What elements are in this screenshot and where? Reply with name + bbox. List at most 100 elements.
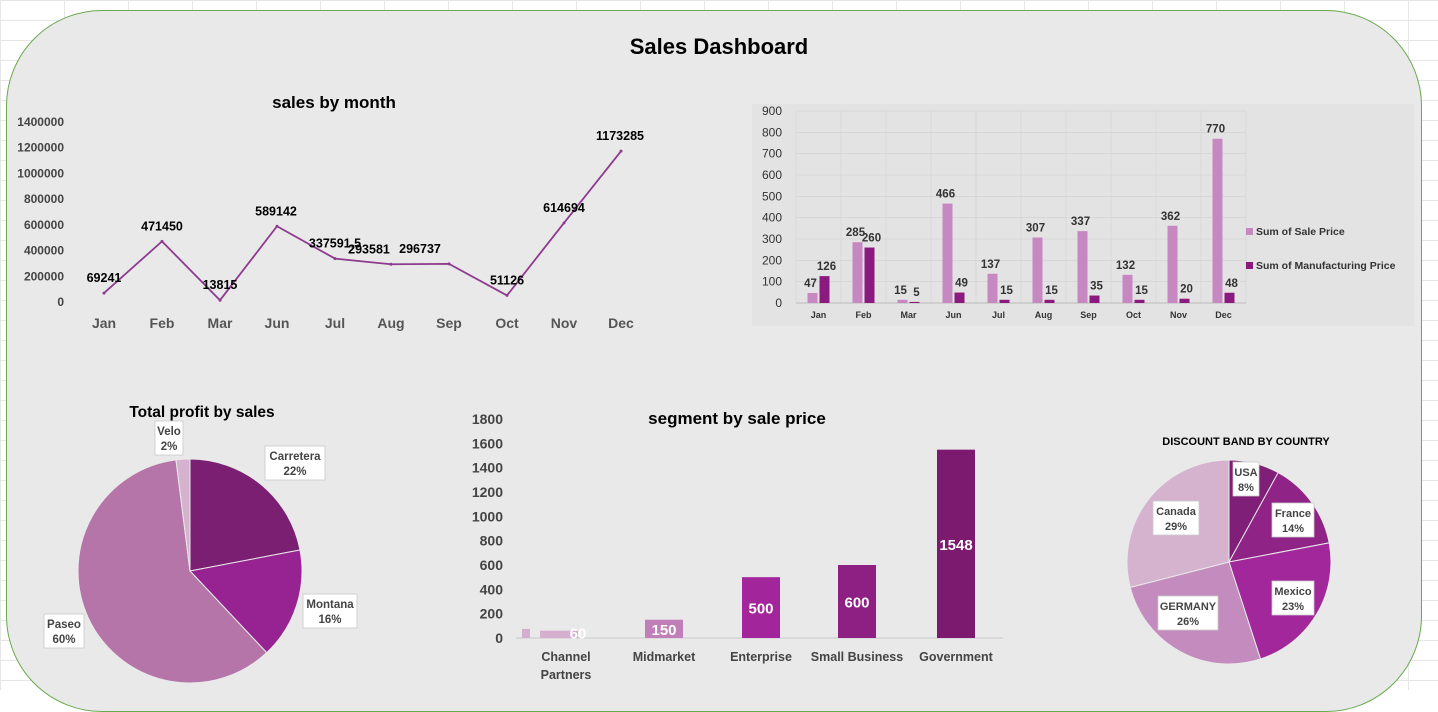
x-tick-label: Jun <box>945 310 961 320</box>
bar-data-label: 35 <box>1090 281 1103 293</box>
country-pie-label-box <box>1271 580 1315 616</box>
x-tick-label: Mar <box>208 315 233 331</box>
line-data-label: 589142 <box>255 204 297 218</box>
bar-sale <box>852 242 863 303</box>
line-point <box>218 298 222 302</box>
y-tick-label: 200 <box>480 606 504 622</box>
x-tick-label: Jan <box>92 315 116 331</box>
segment-bar <box>742 577 780 638</box>
line-point <box>447 262 451 266</box>
y-tick-label: 600 <box>762 168 782 182</box>
y-tick-label: 0 <box>495 630 503 646</box>
sales-line <box>103 150 622 302</box>
bar-data-label: 132 <box>1116 260 1135 272</box>
profit-pie-label: Velo <box>157 426 181 438</box>
line-data-label: 13815 <box>203 278 238 292</box>
bar-manufacturing <box>999 299 1010 303</box>
bar-sale <box>1032 237 1043 303</box>
x-tick-label: Small Business <box>811 650 903 664</box>
profit-pie-label-box <box>264 445 326 481</box>
x-tick-label: Jan <box>811 310 827 320</box>
total-profit-pie-chart: Total profit by sales Carretera 22% Montana… <box>43 404 358 684</box>
y-tick-label: 300 <box>762 232 782 246</box>
y-tick-label: 400 <box>480 581 504 597</box>
x-tick-label: Aug <box>377 315 404 331</box>
profit-pie-label-box <box>154 420 184 456</box>
bar-manufacturing <box>954 292 965 303</box>
country-pie-label-box <box>1232 461 1260 497</box>
line-point <box>275 224 279 228</box>
bar-manufacturing <box>819 276 830 303</box>
bar-sale <box>1167 225 1178 303</box>
line-point <box>333 257 337 261</box>
line-point <box>562 221 566 225</box>
x-tick-label: Oct <box>495 315 519 331</box>
segment-data-label: 1548 <box>939 537 972 554</box>
country-pie-pct: 8% <box>1238 482 1254 494</box>
profit-pie-pct: 16% <box>318 614 341 626</box>
y-tick-label: 900 <box>762 104 782 118</box>
x-tick-label: Government <box>919 650 993 664</box>
bar-data-label: 15 <box>1000 285 1013 297</box>
country-pie-label: France <box>1275 508 1311 520</box>
x-tick-label: Mar <box>900 310 917 320</box>
segment-data-label: 500 <box>748 601 773 618</box>
bar-data-label: 137 <box>981 259 1000 271</box>
line-point <box>102 291 106 295</box>
x-tick-label: Partners <box>541 668 592 682</box>
segment-bar <box>937 449 975 638</box>
line-data-label: 293581 <box>348 242 390 256</box>
bar-sale <box>1212 138 1223 303</box>
line-data-label: 614694 <box>543 201 585 215</box>
x-tick-label: Dec <box>608 315 634 331</box>
x-tick-label: Channel <box>541 650 590 664</box>
x-tick-label: Feb <box>855 310 872 320</box>
line-data-label: 337591.5 <box>309 237 361 251</box>
bar-sale <box>897 299 908 303</box>
profit-pie-pct: 2% <box>161 441 178 453</box>
bar-sale <box>1077 231 1088 303</box>
bar-data-label: 260 <box>862 233 881 245</box>
bar-data-label: 307 <box>1026 223 1045 235</box>
x-tick-label: Aug <box>1035 310 1053 320</box>
line-point <box>505 293 509 297</box>
line-chart-title: sales by month <box>272 93 396 112</box>
x-tick-label: Dec <box>1215 310 1232 320</box>
profit-pie-label-box <box>302 593 358 629</box>
profit-pie-label: Paseo <box>47 619 81 631</box>
country-pie-label: Canada <box>1156 506 1197 518</box>
bar-sale <box>1122 274 1133 303</box>
segment-by-sale-price-chart: segment by sale price 0 200 400 600 800 1000 12… <box>472 409 1003 682</box>
y-tick-label: 200 <box>762 253 782 267</box>
x-tick-label: Feb <box>150 315 175 331</box>
y-tick-label: 200000 <box>24 269 64 283</box>
x-tick-label: Jul <box>325 315 345 331</box>
bar-data-label: 15 <box>894 285 907 297</box>
pie-chart-title: Total profit by sales <box>129 404 274 421</box>
profit-pie-label: Carretera <box>269 451 321 463</box>
segment-bar <box>645 619 683 638</box>
y-tick-label: 400 <box>762 211 782 225</box>
profit-pie-slice <box>189 458 301 572</box>
bar-data-label: 362 <box>1161 211 1180 223</box>
y-tick-label: 0 <box>775 296 782 310</box>
x-tick-label: Enterprise <box>730 650 792 664</box>
bar-data-label: 337 <box>1071 216 1090 228</box>
dashboard-title: Sales Dashboard <box>629 34 809 59</box>
segment-data-label: 600 <box>844 595 869 612</box>
y-tick-label: 400000 <box>24 244 64 258</box>
x-tick-label: Sep <box>1080 310 1097 320</box>
bar-data-label: 5 <box>913 287 920 299</box>
y-tick-label: 1800 <box>472 411 503 427</box>
y-tick-label: 1000 <box>472 508 503 524</box>
y-tick-label: 800000 <box>24 192 64 206</box>
line-data-label: 1173285 <box>596 129 644 143</box>
segment-bar <box>540 630 578 638</box>
bar-manufacturing <box>1134 299 1145 303</box>
legend-swatch <box>1246 262 1253 269</box>
x-tick-label: Nov <box>1170 310 1187 320</box>
y-tick-label: 500 <box>762 189 782 203</box>
y-tick-label: 800 <box>762 125 782 139</box>
bar-sale <box>807 292 818 303</box>
